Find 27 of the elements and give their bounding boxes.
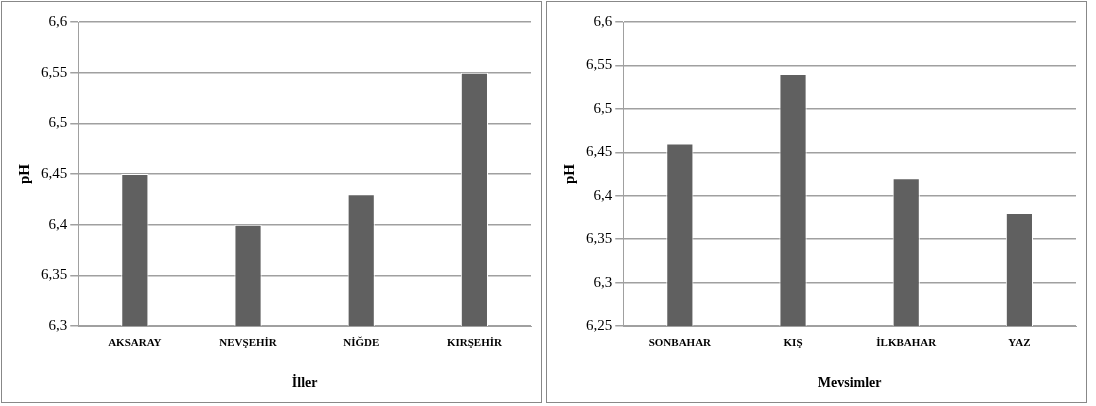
y-tick-label: 6,3 (48, 316, 68, 333)
y-tick-label: 6,3 (593, 273, 613, 290)
y-tick-label: 6,45 (586, 143, 613, 160)
y-tick-label: 6,5 (593, 99, 613, 116)
x-axis-title: İller (291, 374, 318, 391)
y-tick-label: 6,4 (48, 215, 68, 232)
y-tick-label: 6,4 (593, 186, 613, 203)
x-axis-title: Mevsimler (817, 375, 882, 391)
x-tick-label: NEVŞEHİR (219, 336, 278, 349)
y-tick-label: 6,55 (586, 56, 613, 73)
y-axis-title: pH (560, 163, 577, 185)
y-tick-label: 6,6 (48, 12, 68, 29)
y-tick-label: 6,25 (586, 316, 613, 333)
x-tick-label: SONBAHAR (648, 336, 713, 349)
y-tick-label: 6,5 (48, 114, 68, 131)
x-tick-label: KIRŞEHİR (446, 336, 503, 349)
y-axis-title: pH (15, 163, 32, 185)
y-tick-label: 6,35 (586, 230, 613, 247)
y-tick-label: 6,55 (41, 63, 68, 80)
y-tick-label: 6,35 (41, 266, 68, 283)
x-tick-label: İLKBAHAR (876, 336, 938, 349)
y-tick-label: 6,6 (593, 12, 613, 29)
x-tick-label: AKSARAY (108, 336, 162, 349)
x-tick-label: KIŞ (783, 336, 803, 349)
y-tick-label: 6,45 (41, 164, 68, 181)
x-tick-label: NİĞDE (343, 336, 380, 349)
x-tick-label: YAZ (1008, 336, 1031, 349)
